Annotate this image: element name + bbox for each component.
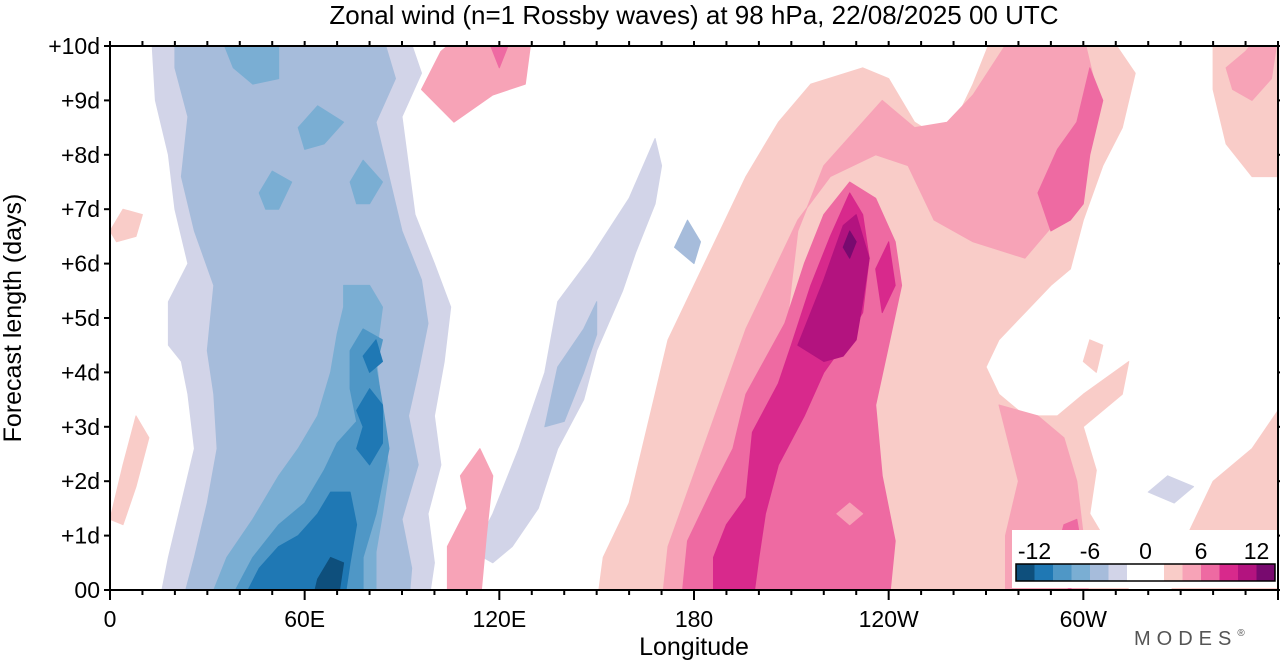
colorbar-swatch — [1108, 564, 1128, 581]
contour-band-p4 — [836, 502, 864, 526]
registered-mark: ® — [1237, 628, 1250, 639]
colorbar-swatch — [1053, 564, 1072, 581]
contour-band-n6 — [224, 46, 280, 85]
colorbar-swatch — [1090, 564, 1109, 581]
contour-band-n10 — [362, 339, 383, 373]
chart-title: Zonal wind (n=1 Rossby waves) at 98 hPa,… — [329, 0, 1058, 30]
x-axis-label: Longitude — [639, 633, 749, 661]
y-tick-label: 00 — [74, 577, 100, 603]
colorbar-tick-label: 6 — [1195, 538, 1208, 564]
colorbar-swatch — [1127, 564, 1165, 581]
contour-band-p4 — [1225, 46, 1277, 101]
contour-band-p4 — [421, 46, 531, 123]
contour-band-n2 — [1147, 475, 1195, 504]
colorbar-swatch — [1219, 564, 1239, 581]
contour-band-n6 — [297, 105, 345, 150]
colorbar-frame — [1015, 563, 1276, 582]
modes-wordmark: MODES — [1134, 628, 1237, 650]
y-tick-label: +10d — [48, 33, 100, 59]
contour-band-p6 — [1037, 67, 1104, 232]
contour-band-n6 — [258, 170, 293, 210]
modes-logo: MODES® — [1134, 628, 1251, 650]
x-tick-label: 0 — [104, 606, 117, 632]
contour-band-n12 — [314, 556, 345, 590]
colorbar-swatch — [1071, 564, 1091, 581]
y-tick-label: +1d — [61, 523, 100, 549]
contour-band-n4 — [544, 301, 598, 428]
colorbar-swatch — [1201, 564, 1220, 581]
y-tick-label: +6d — [61, 251, 100, 277]
contour-band-n2 — [472, 138, 663, 564]
x-tick-label: 120E — [472, 606, 526, 632]
colorbar-swatch — [1182, 564, 1202, 581]
contour-band-p2 — [110, 415, 150, 526]
contour-field — [110, 46, 1278, 590]
colorbar-tick-label: -6 — [1080, 538, 1100, 564]
y-tick-label: +7d — [61, 196, 100, 222]
y-axis-label: Forecast length (days) — [0, 194, 27, 443]
colorbar-tick-label: 12 — [1244, 538, 1270, 564]
colorbar: -12 -6 0 6 12 — [1012, 530, 1277, 588]
y-tick-label: +2d — [61, 468, 100, 494]
contour-band-n10 — [356, 388, 383, 466]
y-tick-label: +8d — [61, 142, 100, 168]
contour-band-p2 — [1082, 339, 1104, 373]
colorbar-swatch — [1256, 564, 1276, 581]
colorbar-swatch — [1016, 564, 1035, 581]
x-tick-label: 180 — [675, 606, 713, 632]
colorbar-tick-label: -12 — [1018, 538, 1051, 564]
colorbar-swatch — [1164, 564, 1183, 581]
colorbar-tick-label: 0 — [1139, 538, 1152, 564]
contour-band-p8 — [875, 241, 896, 314]
contour-band-p6 — [490, 46, 509, 69]
y-tick-label: +3d — [61, 414, 100, 440]
y-tick-label: +5d — [61, 305, 100, 331]
y-tick-label: +9d — [61, 87, 100, 113]
x-tick-label: 60W — [1060, 606, 1108, 632]
x-tick-label: 120W — [859, 606, 919, 632]
y-tick-label: +4d — [61, 359, 100, 385]
x-axis: 0 60E 120E 180 120W 60W — [104, 41, 1279, 632]
x-tick-label: 60E — [284, 606, 325, 632]
colorbar-swatch — [1034, 564, 1054, 581]
contour-band-p12 — [842, 230, 857, 259]
y-axis: 00 +1d +2d +3d +4d +5d +6d +7d +8d +9d +10d — [48, 33, 1280, 603]
contour-band-p4 — [446, 448, 494, 590]
colorbar-swatch — [1238, 564, 1257, 581]
contour-band-n6 — [349, 159, 383, 205]
contour-band-n4 — [674, 219, 701, 265]
contour-band-p2 — [110, 208, 143, 243]
